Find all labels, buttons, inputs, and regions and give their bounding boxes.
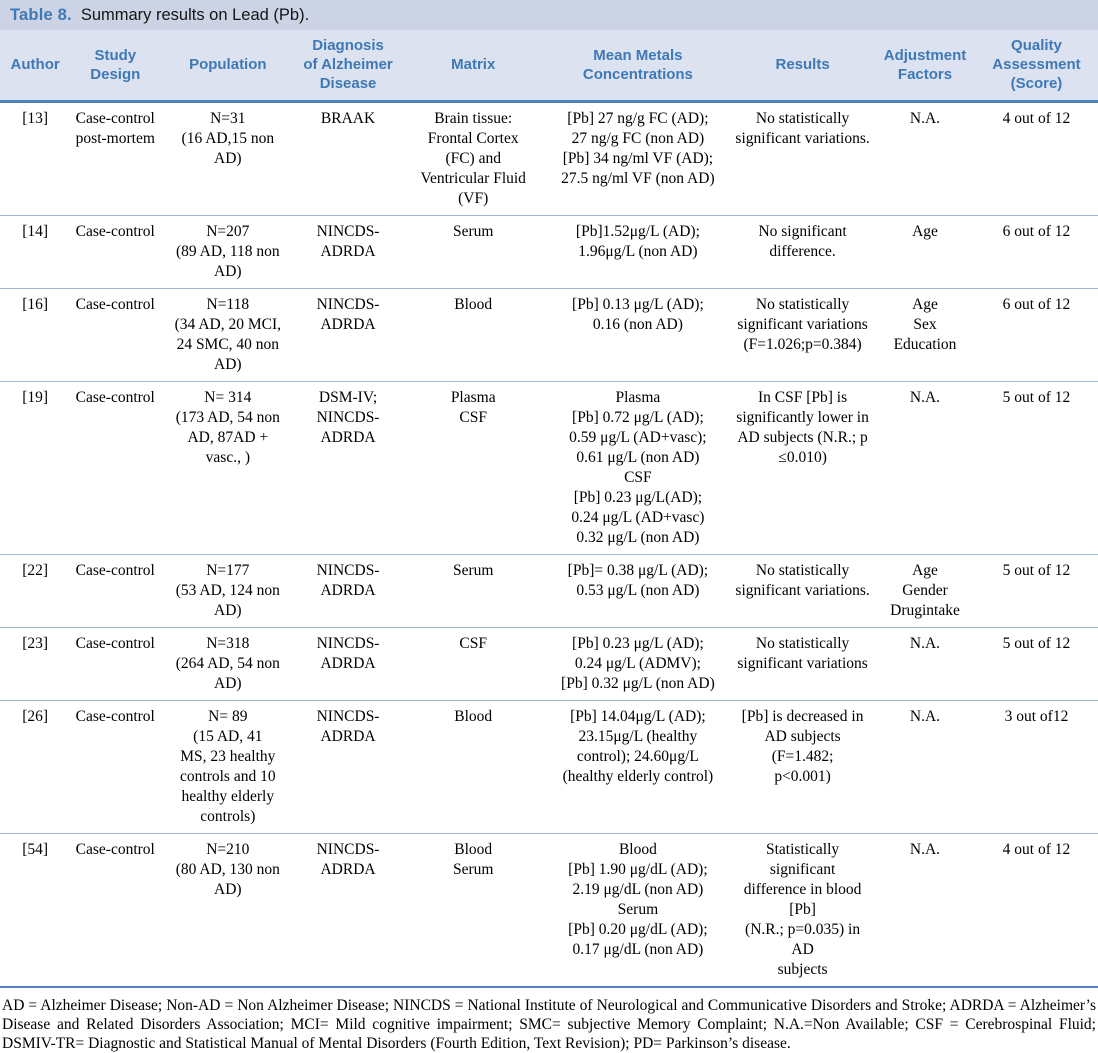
cell-author: [54] [0,833,71,988]
cell-adjustment: N.A. [875,833,975,988]
cell-mean-metals: [Pb]= 0.38 μg/L (AD); 0.53 μg/L (non AD) [545,554,731,628]
cell-quality: 4 out of 12 [974,833,1098,988]
cell-quality: 5 out of 12 [974,554,1098,628]
cell-results: No statistically significant variations … [730,288,876,382]
cell-author: [22] [0,554,71,628]
cell-mean-metals: [Pb] 0.23 μg/L (AD); 0.24 μg/L (ADMV); [… [545,627,731,701]
cell-population: N=118 (34 AD, 20 MCI, 24 SMC, 40 non AD) [160,288,296,382]
cell-diagnosis: BRAAK [295,101,401,216]
table-row: [23] Case-control N=318 (264 AD, 54 non … [0,627,1098,701]
cell-matrix: Plasma CSF [400,381,546,555]
cell-author: [13] [0,101,71,216]
cell-population: N=207 (89 AD, 118 non AD) [160,215,296,289]
column-header-population: Population [160,30,296,103]
table-title-bar: Table 8. Summary results on Lead (Pb). [0,0,1098,30]
cell-results: No significant difference. [730,215,876,289]
cell-study-design: Case-control [70,288,161,382]
cell-mean-metals: [Pb] 14.04μg/L (AD); 23.15μg/L (healthy … [545,700,731,834]
cell-diagnosis: NINCDS- ADRDA [295,833,401,988]
cell-results: [Pb] is decreased in AD subjects (F=1.48… [730,700,876,834]
cell-results: No statistically significant variations. [730,101,876,216]
cell-results: No statistically significant variations. [730,554,876,628]
cell-author: [14] [0,215,71,289]
cell-author: [16] [0,288,71,382]
cell-diagnosis: NINCDS- ADRDA [295,215,401,289]
cell-quality: 5 out of 12 [974,627,1098,701]
cell-mean-metals: [Pb] 0.13 μg/L (AD); 0.16 (non AD) [545,288,731,382]
cell-study-design: Case-control post-mortem [70,101,161,216]
cell-adjustment: N.A. [875,627,975,701]
cell-matrix: Blood [400,288,546,382]
cell-adjustment: Age Gender Drugintake [875,554,975,628]
table-row: [22] Case-control N=177 (53 AD, 124 non … [0,554,1098,628]
cell-quality: 4 out of 12 [974,101,1098,216]
cell-diagnosis: NINCDS- ADRDA [295,627,401,701]
column-header-study-design: Study Design [70,30,161,103]
cell-matrix: Serum [400,554,546,628]
cell-matrix: Blood Serum [400,833,546,988]
cell-diagnosis: NINCDS- ADRDA [295,700,401,834]
cell-matrix: Brain tissue: Frontal Cortex (FC) and Ve… [400,101,546,216]
table-row: [54] Case-control N=210 (80 AD, 130 non … [0,833,1098,988]
cell-results: No statistically significant variations [730,627,876,701]
cell-population: N=318 (264 AD, 54 non AD) [160,627,296,701]
column-header-mean-metals: Mean Metals Concentrations [545,30,731,103]
table-number-label: Table 8. [10,5,72,24]
cell-diagnosis: NINCDS- ADRDA [295,288,401,382]
column-header-quality: Quality Assessment (Score) [974,30,1098,103]
column-header-results: Results [730,30,876,103]
cell-study-design: Case-control [70,215,161,289]
table-caption: Summary results on Lead (Pb). [80,5,310,24]
summary-results-table: Author Study Design Population Diagnosis… [0,30,1098,988]
cell-adjustment: N.A. [875,101,975,216]
cell-results: Statistically significant difference in … [730,833,876,988]
cell-population: N=31 (16 AD,15 non AD) [160,101,296,216]
cell-mean-metals: Plasma [Pb] 0.72 μg/L (AD); 0.59 μg/L (A… [545,381,731,555]
cell-results: In CSF [Pb] is significantly lower in AD… [730,381,876,555]
cell-population: N= 314 (173 AD, 54 non AD, 87AD + vasc.,… [160,381,296,555]
table-row: [26] Case-control N= 89 (15 AD, 41 MS, 2… [0,700,1098,834]
cell-study-design: Case-control [70,700,161,834]
cell-quality: 6 out of 12 [974,288,1098,382]
table-row: [13] Case-control post-mortem N=31 (16 A… [0,101,1098,216]
header-row: Author Study Design Population Diagnosis… [0,30,1098,103]
cell-population: N=177 (53 AD, 124 non AD) [160,554,296,628]
cell-matrix: Serum [400,215,546,289]
column-header-matrix: Matrix [400,30,546,103]
column-header-diagnosis: Diagnosis of Alzheimer Disease [295,30,401,103]
cell-diagnosis: NINCDS- ADRDA [295,554,401,628]
cell-mean-metals: Blood [Pb] 1.90 μg/dL (AD); 2.19 μg/dL (… [545,833,731,988]
cell-adjustment: Age [875,215,975,289]
cell-adjustment: Age Sex Education [875,288,975,382]
cell-study-design: Case-control [70,381,161,555]
cell-study-design: Case-control [70,554,161,628]
abbreviations-footnote: AD = Alzheimer Disease; Non-AD = Non Alz… [2,996,1096,1052]
cell-author: [23] [0,627,71,701]
cell-mean-metals: [Pb]1.52μg/L (AD); 1.96μg/L (non AD) [545,215,731,289]
cell-matrix: CSF [400,627,546,701]
cell-quality: 6 out of 12 [974,215,1098,289]
cell-quality: 5 out of 12 [974,381,1098,555]
table-row: [16] Case-control N=118 (34 AD, 20 MCI, … [0,288,1098,382]
column-header-author: Author [0,30,71,103]
cell-adjustment: N.A. [875,381,975,555]
table-row: [19] Case-control N= 314 (173 AD, 54 non… [0,381,1098,555]
cell-matrix: Blood [400,700,546,834]
cell-population: N= 89 (15 AD, 41 MS, 23 healthy controls… [160,700,296,834]
cell-study-design: Case-control [70,627,161,701]
cell-quality: 3 out of12 [974,700,1098,834]
cell-diagnosis: DSM-IV; NINCDS- ADRDA [295,381,401,555]
cell-adjustment: N.A. [875,700,975,834]
table-row: [14] Case-control N=207 (89 AD, 118 non … [0,215,1098,289]
cell-study-design: Case-control [70,833,161,988]
cell-author: [26] [0,700,71,834]
column-header-adjustment: Adjustment Factors [875,30,975,103]
cell-population: N=210 (80 AD, 130 non AD) [160,833,296,988]
cell-mean-metals: [Pb] 27 ng/g FC (AD); 27 ng/g FC (non AD… [545,101,731,216]
cell-author: [19] [0,381,71,555]
